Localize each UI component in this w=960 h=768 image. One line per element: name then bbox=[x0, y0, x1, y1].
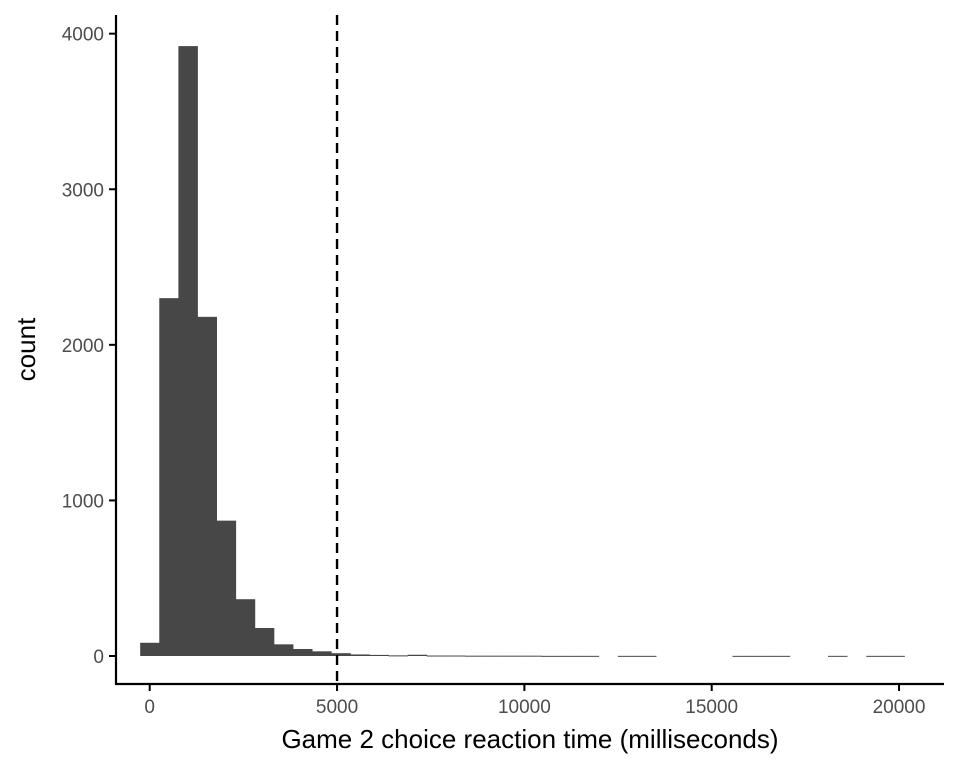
x-tick-label: 20000 bbox=[873, 697, 926, 718]
x-axis-ticks: 0 5000 10000 15000 20000 bbox=[144, 684, 925, 718]
histogram-bar-19 bbox=[503, 655, 523, 657]
histogram-bar-21 bbox=[541, 655, 561, 657]
y-tick-label: 2000 bbox=[62, 336, 104, 357]
histogram-bar-18 bbox=[484, 655, 504, 657]
histogram-bar-3 bbox=[197, 316, 217, 656]
histogram-bar-6 bbox=[254, 627, 275, 656]
histogram-bar-25 bbox=[636, 655, 657, 657]
histogram-bar-17 bbox=[465, 655, 485, 657]
x-tick-label: 0 bbox=[144, 697, 155, 718]
histogram-bar-12 bbox=[369, 654, 389, 656]
x-tick-label: 10000 bbox=[498, 697, 551, 718]
histogram-bar-22 bbox=[560, 655, 581, 657]
histogram-bar-9 bbox=[312, 651, 332, 656]
y-tick-label: 1000 bbox=[62, 491, 104, 512]
histogram-bar-11 bbox=[350, 654, 370, 656]
histogram-bar-4 bbox=[216, 520, 237, 656]
histogram-bar-28 bbox=[770, 655, 791, 657]
histogram-bar-29 bbox=[828, 655, 848, 657]
histogram-bar-20 bbox=[522, 655, 542, 657]
histogram-bar-14 bbox=[407, 654, 428, 656]
y-axis-title: count bbox=[11, 317, 41, 381]
x-tick-label: 15000 bbox=[685, 697, 738, 718]
x-tick-label: 5000 bbox=[316, 697, 358, 718]
histogram-bar-8 bbox=[293, 648, 313, 656]
y-tick-label: 4000 bbox=[62, 25, 104, 46]
histogram-bars bbox=[140, 46, 905, 657]
histogram-bar-10 bbox=[331, 653, 351, 656]
histogram-bar-0 bbox=[140, 642, 160, 656]
histogram-bar-23 bbox=[579, 655, 600, 657]
y-tick-label: 3000 bbox=[62, 180, 104, 201]
y-axis-ticks: 0 1000 2000 3000 4000 bbox=[62, 25, 116, 668]
histogram-bar-7 bbox=[273, 644, 294, 656]
histogram-bar-1 bbox=[159, 298, 179, 656]
histogram-bar-2 bbox=[178, 46, 198, 657]
x-axis-title: Game 2 choice reaction time (millisecond… bbox=[281, 724, 778, 754]
histogram-bar-13 bbox=[388, 655, 409, 657]
histogram-bar-16 bbox=[445, 655, 466, 657]
y-tick-label: 0 bbox=[93, 647, 104, 668]
histogram-bar-31 bbox=[885, 655, 905, 657]
histogram-bar-15 bbox=[426, 655, 447, 657]
histogram-bar-26 bbox=[732, 655, 753, 657]
histogram-bar-5 bbox=[235, 599, 256, 656]
histogram-bar-30 bbox=[866, 655, 886, 657]
histogram-bar-24 bbox=[617, 655, 638, 657]
histogram-bar-27 bbox=[751, 655, 772, 657]
